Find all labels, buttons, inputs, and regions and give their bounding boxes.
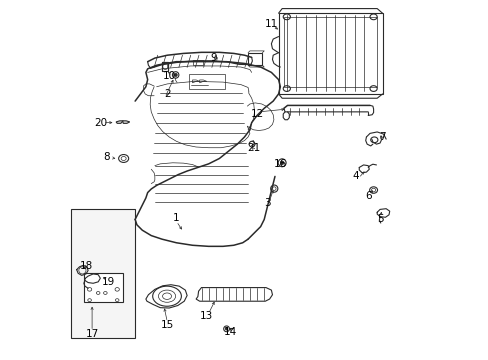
Polygon shape bbox=[196, 288, 272, 301]
Ellipse shape bbox=[174, 73, 177, 77]
Text: 15: 15 bbox=[161, 320, 174, 330]
Text: 12: 12 bbox=[250, 109, 263, 119]
Text: 4: 4 bbox=[352, 171, 358, 181]
Bar bbox=[70, 209, 135, 338]
Text: 11: 11 bbox=[264, 19, 278, 29]
Bar bbox=[83, 273, 123, 302]
Text: 21: 21 bbox=[246, 143, 260, 153]
Bar bbox=[188, 74, 224, 89]
Ellipse shape bbox=[280, 161, 284, 165]
Bar bbox=[247, 53, 262, 65]
Ellipse shape bbox=[225, 328, 227, 330]
Text: 2: 2 bbox=[164, 89, 170, 99]
Bar bbox=[278, 13, 382, 94]
Bar bbox=[162, 62, 168, 71]
Text: 7: 7 bbox=[379, 132, 385, 142]
Text: 9: 9 bbox=[210, 53, 217, 63]
Bar bbox=[284, 17, 376, 87]
Bar bbox=[192, 60, 202, 65]
Text: 19: 19 bbox=[102, 277, 115, 287]
Text: 20: 20 bbox=[94, 118, 107, 128]
Text: 8: 8 bbox=[103, 152, 109, 162]
Text: 5: 5 bbox=[377, 215, 383, 224]
Text: 14: 14 bbox=[223, 327, 236, 337]
Ellipse shape bbox=[121, 157, 126, 161]
Text: 10: 10 bbox=[163, 71, 175, 81]
Text: 1: 1 bbox=[173, 213, 179, 222]
Text: 3: 3 bbox=[264, 198, 270, 208]
Ellipse shape bbox=[371, 188, 375, 192]
Ellipse shape bbox=[163, 63, 167, 69]
Polygon shape bbox=[116, 121, 123, 123]
Text: 17: 17 bbox=[85, 329, 99, 339]
Text: 6: 6 bbox=[364, 191, 371, 201]
Polygon shape bbox=[122, 121, 129, 123]
Text: 16: 16 bbox=[273, 159, 286, 169]
Text: 18: 18 bbox=[79, 261, 92, 271]
Text: 13: 13 bbox=[200, 311, 213, 321]
Polygon shape bbox=[145, 285, 187, 308]
